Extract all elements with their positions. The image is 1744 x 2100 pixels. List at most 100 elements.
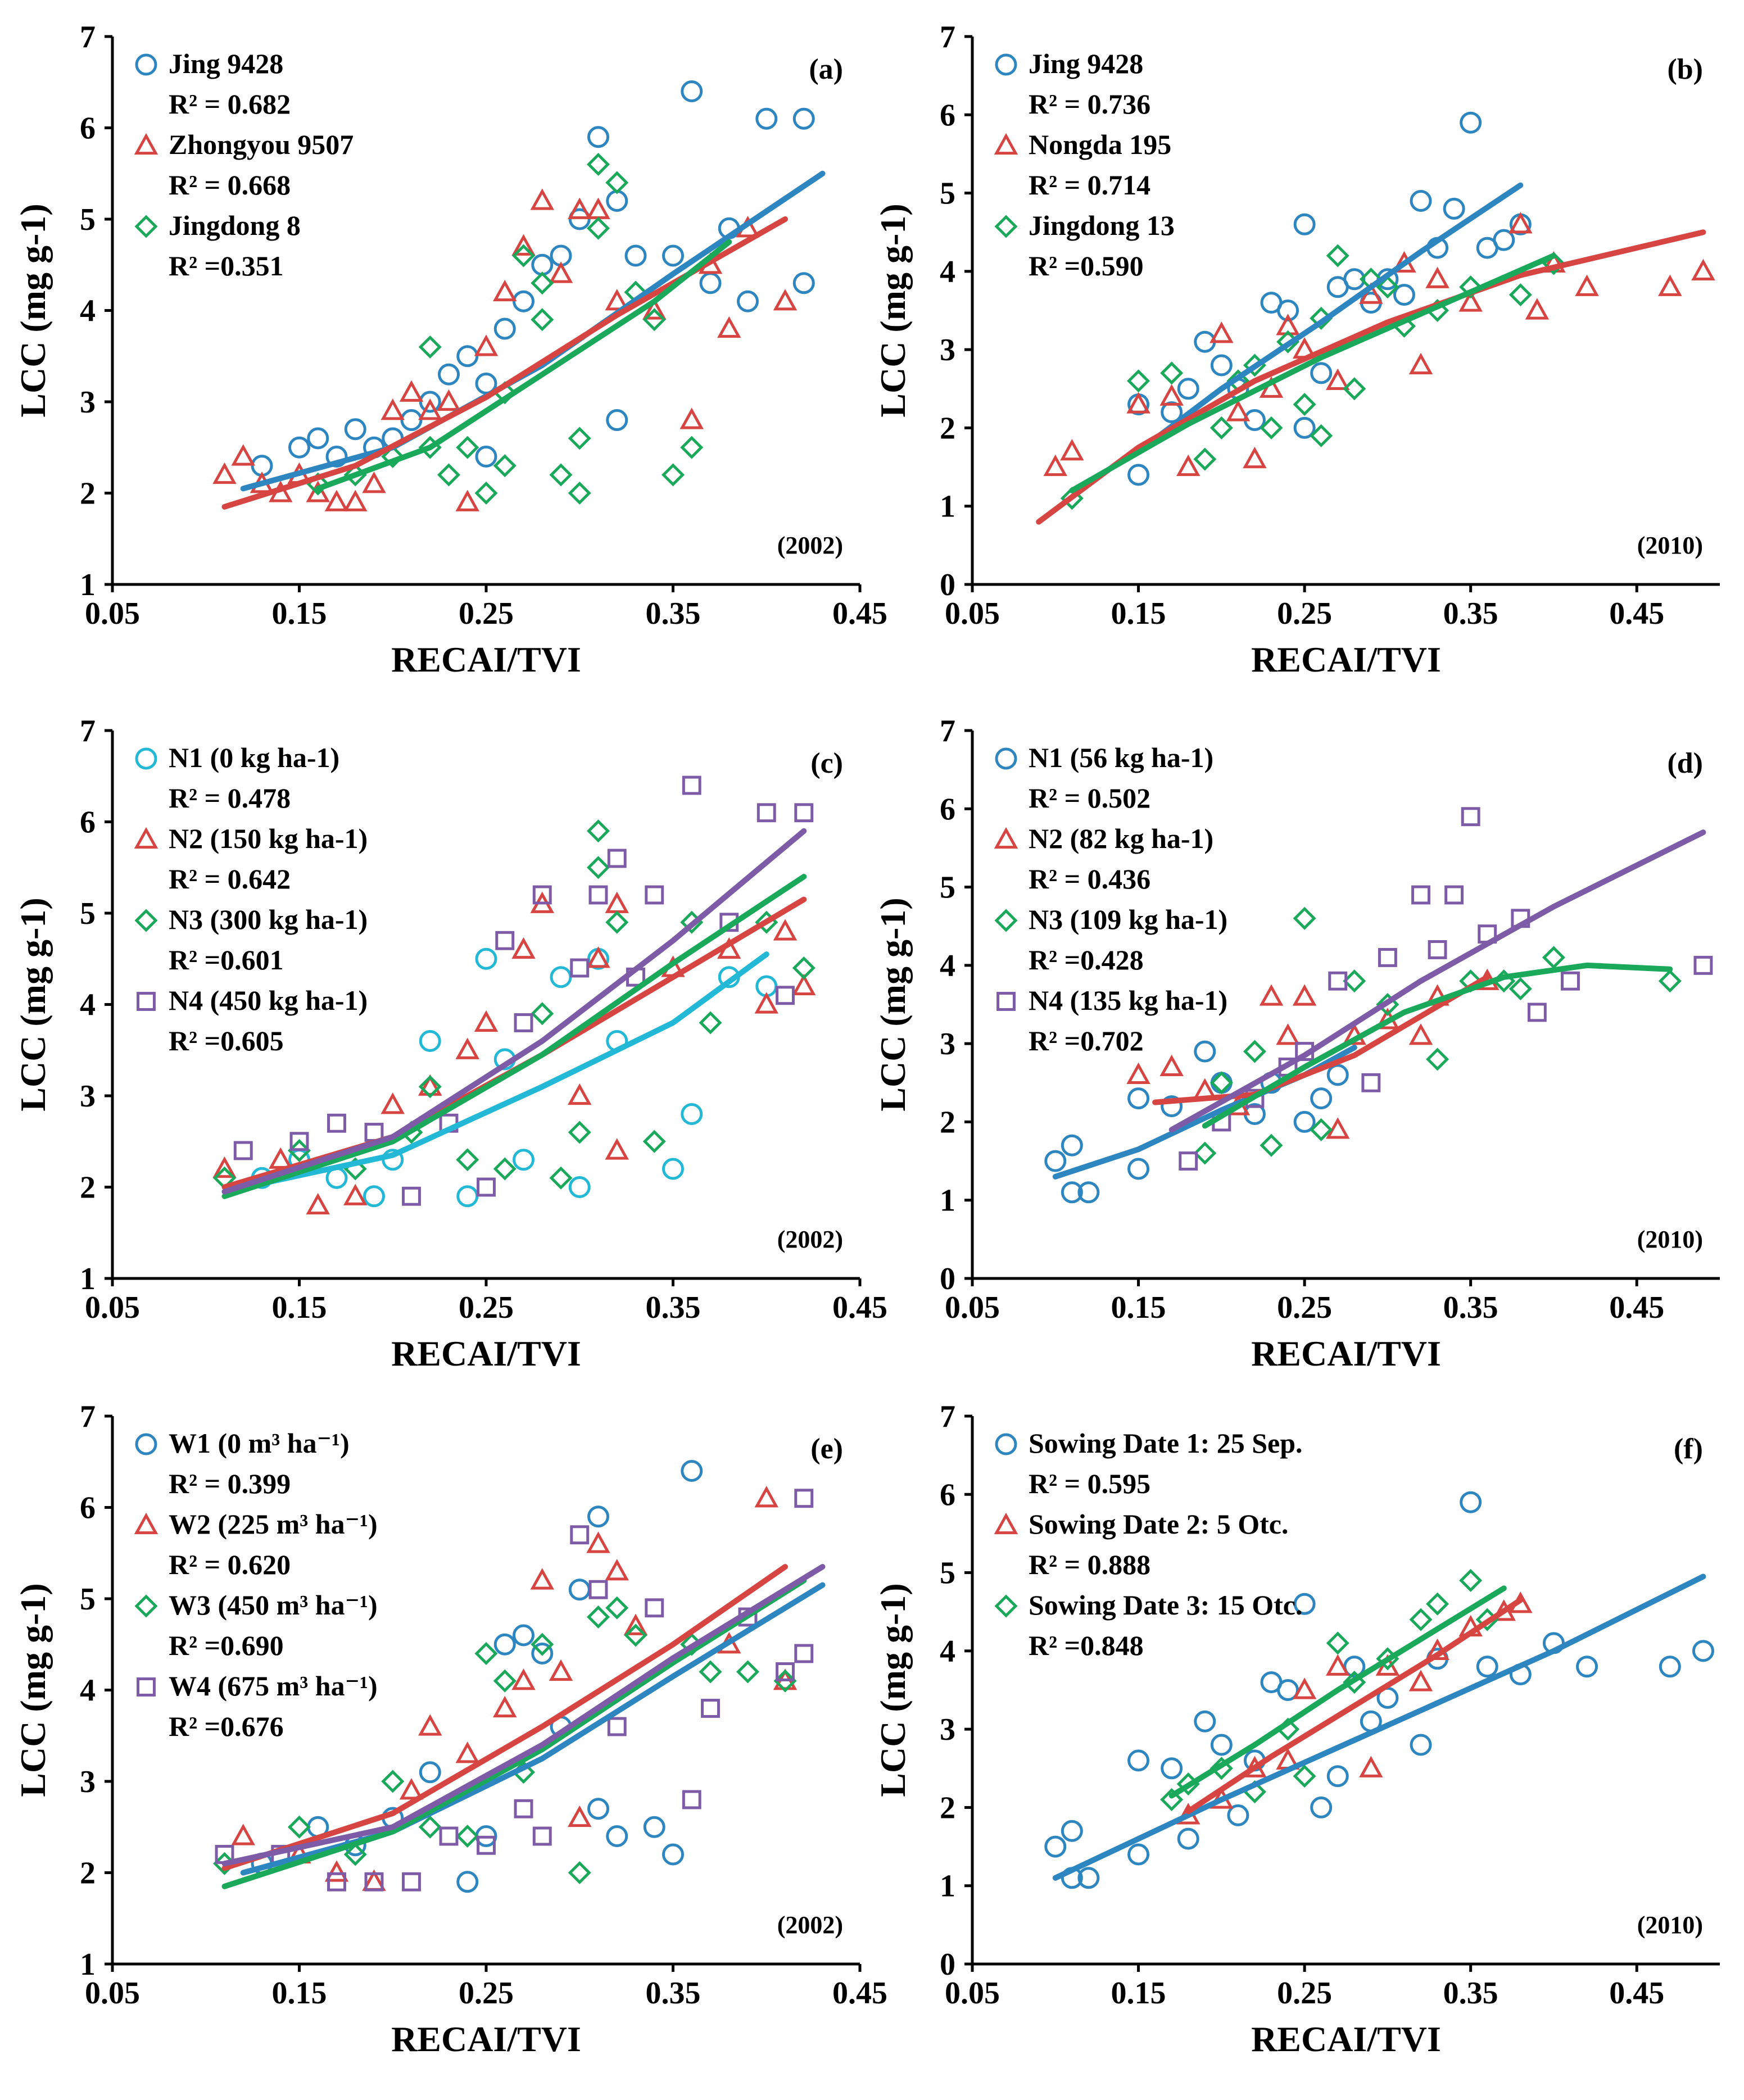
data-point — [455, 1741, 479, 1763]
data-point — [773, 1669, 797, 1693]
panel-e: 1 2 3 4 5 6 7 0.05 0.15 0.25 0.35 0.45 RECAI/TVI LCC … — [13, 1399, 887, 2059]
year-label: (2010) — [1637, 1911, 1703, 1939]
data-point — [568, 1176, 591, 1198]
data-point — [1310, 1796, 1333, 1818]
data-point — [568, 208, 591, 230]
data-point — [680, 436, 704, 459]
data-point — [773, 919, 798, 941]
x-tick-label: 0.15 — [272, 1976, 327, 2011]
data-point — [1343, 377, 1366, 401]
x-tick-label: 0.25 — [459, 596, 514, 631]
legend-label: W3 (450 m³ ha⁻¹) — [169, 1589, 378, 1621]
data-point — [1525, 298, 1550, 320]
legend-label: N2 (150 kg ha-1) — [169, 823, 368, 854]
y-tick-label: 1 — [940, 489, 955, 524]
data-point — [1393, 284, 1415, 306]
legend-marker — [995, 1433, 1017, 1455]
data-point — [477, 1177, 496, 1197]
legend-label: N1 (0 kg ha-1) — [169, 742, 339, 773]
x-tick-label: 0.25 — [1277, 596, 1332, 631]
legend-label: Jing 9428 — [1029, 48, 1143, 79]
panel-label: (e) — [810, 1433, 843, 1465]
data-point — [586, 152, 610, 176]
y-tick-label: 4 — [940, 1634, 955, 1669]
y-tick-label: 1 — [940, 1869, 955, 1904]
y-axis-title: LCC (mg g-1) — [13, 1583, 53, 1797]
fit-line — [1069, 253, 1557, 493]
data-point — [586, 197, 610, 219]
data-point — [456, 1185, 479, 1208]
data-point — [1243, 1040, 1266, 1063]
fit-line — [1185, 1597, 1524, 1815]
y-tick-label: 6 — [80, 1491, 96, 1526]
data-point — [514, 1799, 533, 1818]
legend: W1 (0 m³ ha⁻¹) R² = 0.399 W2 (225 m³ ha⁻¹)… — [134, 1427, 378, 1742]
x-tick-label: 0.15 — [272, 1290, 327, 1325]
legend-r2: R² = 0.888 — [1029, 1549, 1150, 1580]
data-point — [419, 1761, 441, 1784]
data-point — [493, 1157, 517, 1181]
data-point — [1276, 1023, 1300, 1045]
fit-line — [1168, 1585, 1507, 1799]
data-point — [418, 1815, 442, 1839]
y-tick-label: 7 — [80, 1399, 96, 1434]
data-point — [587, 1798, 609, 1820]
data-point — [531, 1002, 554, 1026]
data-point — [324, 489, 349, 511]
legend-label: N1 (56 kg ha-1) — [1029, 742, 1213, 773]
data-point — [1310, 362, 1333, 384]
data-point — [418, 1714, 442, 1736]
panel-a: 1 2 3 4 5 6 7 0.05 0.15 0.25 0.35 0.45 RECAI/TVI LCC … — [13, 20, 887, 679]
data-point — [419, 1030, 441, 1052]
y-tick-label: 3 — [80, 1079, 96, 1114]
data-point — [231, 1824, 255, 1845]
legend-r2: R² = 0.502 — [1029, 782, 1150, 814]
data-point — [549, 1659, 573, 1681]
data-point — [1127, 1749, 1150, 1772]
y-tick-label: 7 — [80, 714, 96, 749]
data-point — [324, 1860, 349, 1882]
year-label: (2002) — [777, 1226, 843, 1253]
data-point — [586, 819, 610, 843]
data-point — [1127, 369, 1150, 393]
legend-r2: R² = 0.399 — [169, 1468, 291, 1499]
data-point — [1293, 1593, 1316, 1615]
data-point — [363, 1185, 385, 1208]
data-point — [549, 1166, 573, 1190]
y-tick-label: 7 — [940, 714, 955, 749]
data-point — [474, 334, 499, 356]
data-point — [645, 1598, 664, 1618]
legend-label: N3 (109 kg ha-1) — [1029, 904, 1227, 935]
data-point — [736, 1660, 760, 1684]
fit-line — [315, 239, 732, 492]
data-point — [418, 335, 442, 359]
data-point — [1293, 213, 1316, 235]
data-point — [1542, 946, 1565, 969]
data-point — [1060, 439, 1084, 461]
data-point — [1409, 1608, 1433, 1631]
legend-marker — [134, 133, 158, 155]
data-point — [1460, 1491, 1482, 1513]
x-tick-label: 0.45 — [1609, 1290, 1664, 1325]
legend-r2: R² = 0.668 — [169, 169, 291, 201]
data-point — [624, 244, 647, 267]
data-point — [1458, 290, 1483, 312]
series-points — [212, 188, 798, 511]
data-point — [755, 107, 778, 130]
data-point — [1044, 1150, 1067, 1172]
data-point — [399, 380, 424, 402]
legend-marker — [134, 1512, 158, 1535]
data-point — [1561, 971, 1580, 991]
y-tick-label: 1 — [80, 568, 96, 602]
y-axis-title: LCC (mg g-1) — [13, 203, 53, 417]
data-point — [1292, 984, 1317, 1006]
legend-r2: R² =0.590 — [1029, 250, 1144, 282]
series-points — [233, 775, 814, 1206]
y-tick-label: 5 — [80, 1582, 96, 1617]
data-point — [1361, 1073, 1381, 1092]
data-point — [1426, 1047, 1449, 1071]
data-point — [607, 1717, 627, 1736]
y-tick-label: 7 — [940, 1399, 955, 1434]
legend-label: N2 (82 kg ha-1) — [1029, 823, 1213, 854]
